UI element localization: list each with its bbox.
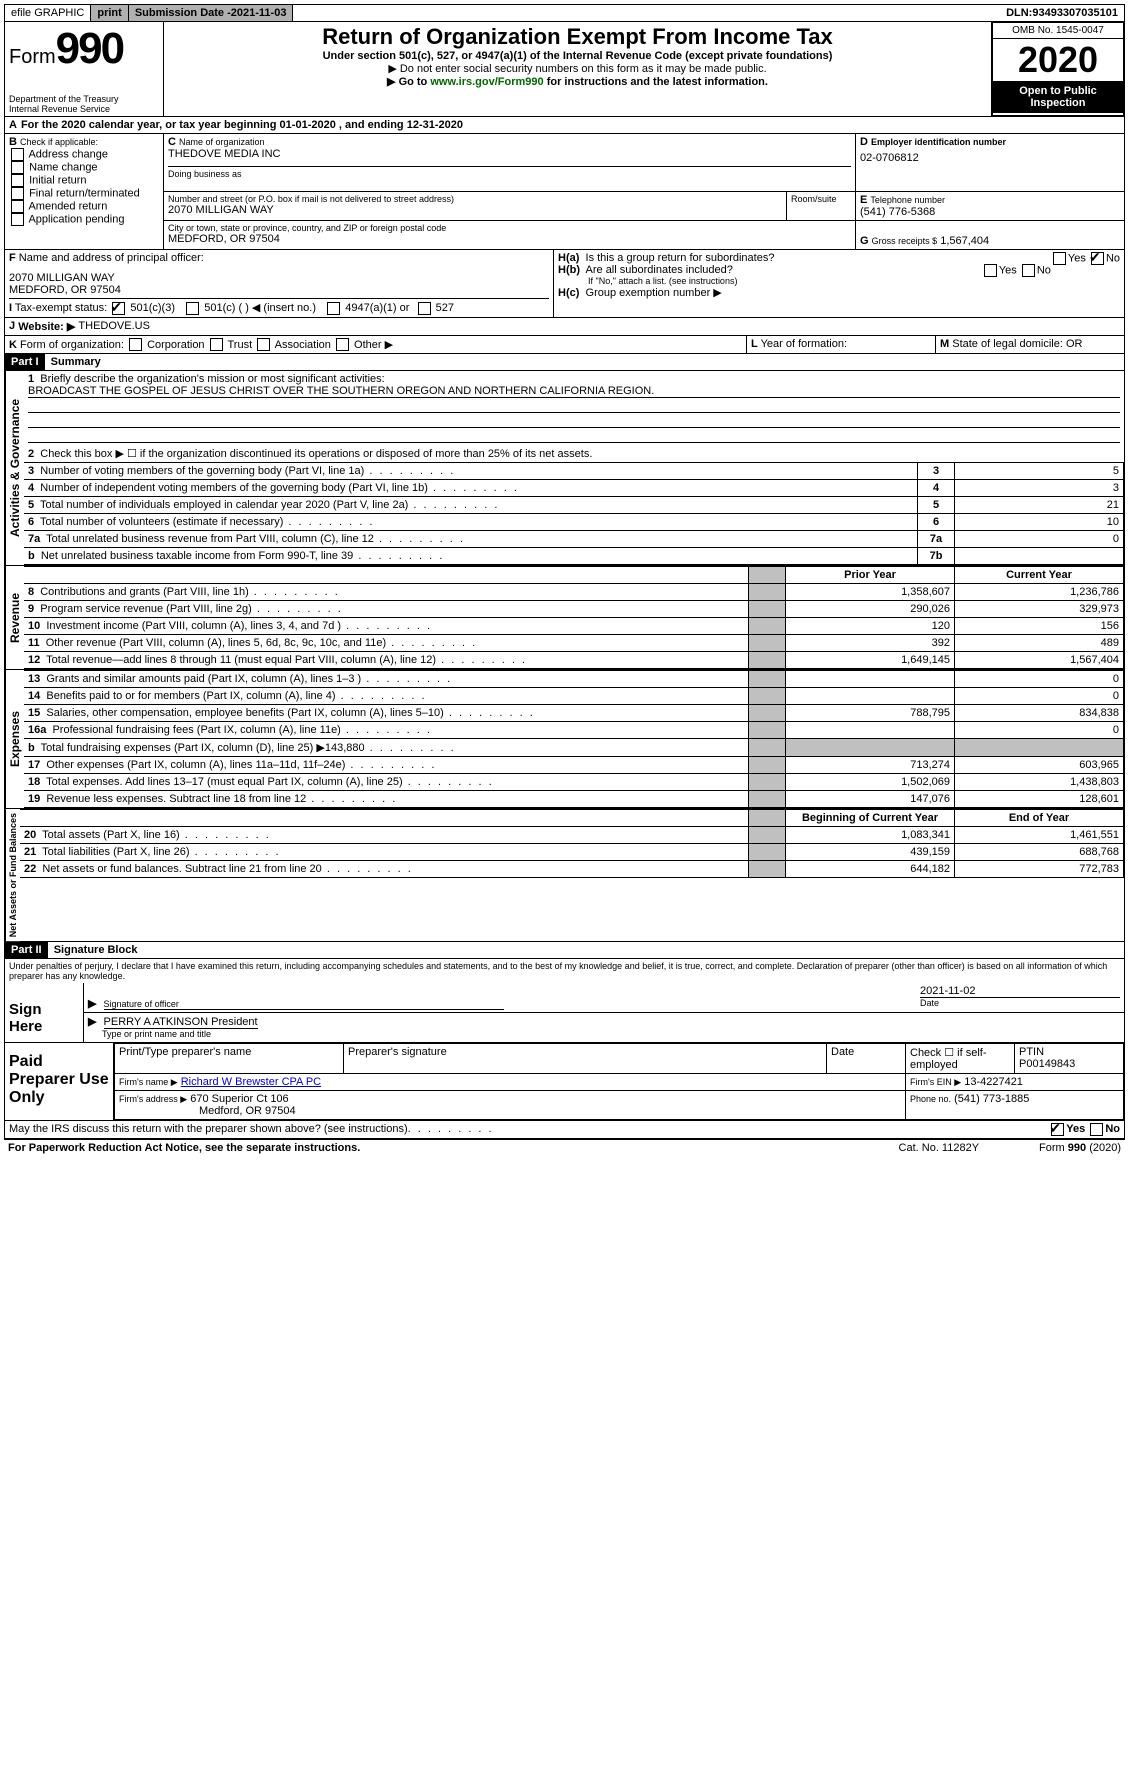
chk-final-return[interactable]: [11, 187, 24, 200]
paid-preparer: Paid Preparer Use Only: [5, 1043, 114, 1120]
top-toolbar: efile GRAPHIC print Submission Date - 20…: [4, 4, 1125, 22]
part-i-head: Part I: [5, 354, 45, 370]
tax-year: 2020: [993, 39, 1123, 81]
chk-name-change[interactable]: [11, 161, 24, 174]
chk-discuss-no[interactable]: [1090, 1123, 1103, 1136]
chk-ha-no[interactable]: [1091, 252, 1104, 265]
firm-name-link[interactable]: Richard W Brewster CPA PC: [181, 1076, 321, 1088]
section-b: B Check if applicable: Address change Na…: [5, 134, 164, 249]
chk-corp[interactable]: [129, 338, 142, 351]
year-box: OMB No. 1545-0047 2020 Open to Public In…: [992, 22, 1124, 116]
org-address: 2070 MILLIGAN WAY: [168, 204, 782, 216]
chk-discuss-yes[interactable]: [1051, 1123, 1064, 1136]
chk-501c3[interactable]: [112, 302, 125, 315]
footer-cat: Cat. No. 11282Y: [899, 1142, 980, 1154]
chk-assoc[interactable]: [257, 338, 270, 351]
org-city: MEDFORD, OR 97504: [168, 233, 851, 245]
chk-other[interactable]: [336, 338, 349, 351]
dln: DLN: 93493307035101: [1000, 5, 1124, 21]
part-ii-head: Part II: [5, 942, 48, 958]
org-name: THEDOVE MEDIA INC: [168, 148, 851, 160]
sign-here: Sign Here: [5, 983, 84, 1042]
print-button[interactable]: print: [91, 5, 128, 21]
section-revenue: Revenue: [5, 566, 24, 669]
governance-table: 3 Number of voting members of the govern…: [24, 462, 1124, 565]
chk-app-pending[interactable]: [11, 213, 24, 226]
website: THEDOVE.US: [78, 320, 150, 333]
form-number: Form990: [9, 24, 159, 74]
chk-amended[interactable]: [11, 200, 24, 213]
section-governance: Activities & Governance: [5, 371, 24, 565]
chk-hb-no[interactable]: [1022, 264, 1035, 277]
irs-link[interactable]: www.irs.gov/Form990: [430, 76, 543, 88]
chk-trust[interactable]: [210, 338, 223, 351]
net-assets-table: Beginning of Current YearEnd of Year 20 …: [20, 809, 1124, 878]
subtitle-2: ▶ Do not enter social security numbers o…: [168, 62, 987, 75]
line-a: AFor the 2020 calendar year, or tax year…: [5, 117, 1124, 134]
mission: BROADCAST THE GOSPEL OF JESUS CHRIST OVE…: [28, 385, 1120, 398]
chk-4947[interactable]: [327, 302, 340, 315]
chk-address-change[interactable]: [11, 148, 24, 161]
footer-form: Form 990 (2020): [1039, 1142, 1121, 1154]
chk-hb-yes[interactable]: [984, 264, 997, 277]
section-net-assets: Net Assets or Fund Balances: [5, 809, 20, 941]
chk-ha-yes[interactable]: [1053, 252, 1066, 265]
efile-label: efile GRAPHIC: [5, 5, 91, 21]
submission-date: Submission Date - 2021-11-03: [129, 5, 294, 21]
ein: 02-0706812: [860, 152, 1120, 164]
gross-receipts: 1,567,404: [940, 235, 989, 247]
subtitle-3: ▶ Go to www.irs.gov/Form990 for instruct…: [168, 75, 987, 88]
irs-label: Internal Revenue Service: [9, 104, 159, 114]
section-expenses: Expenses: [5, 670, 24, 808]
perjury-text: Under penalties of perjury, I declare th…: [5, 959, 1124, 983]
form-title: Return of Organization Exempt From Incom…: [168, 24, 987, 50]
subtitle-1: Under section 501(c), 527, or 4947(a)(1)…: [168, 50, 987, 62]
chk-initial-return[interactable]: [11, 174, 24, 187]
sign-arrow-icon: ▶: [88, 998, 96, 1010]
preparer-table: Print/Type preparer's name Preparer's si…: [114, 1043, 1124, 1120]
telephone: (541) 776-5368: [860, 206, 1120, 218]
omb-number: OMB No. 1545-0047: [993, 23, 1123, 39]
open-public: Open to Public Inspection: [993, 81, 1123, 113]
sign-arrow-icon-2: ▶: [88, 1016, 96, 1028]
revenue-table: Prior YearCurrent Year 8 Contributions a…: [24, 566, 1124, 669]
chk-501c[interactable]: [186, 302, 199, 315]
chk-527[interactable]: [418, 302, 431, 315]
footer-left: For Paperwork Reduction Act Notice, see …: [8, 1142, 360, 1154]
expense-table: 13 Grants and similar amounts paid (Part…: [24, 670, 1124, 808]
dept-treasury: Department of the Treasury: [9, 94, 159, 104]
